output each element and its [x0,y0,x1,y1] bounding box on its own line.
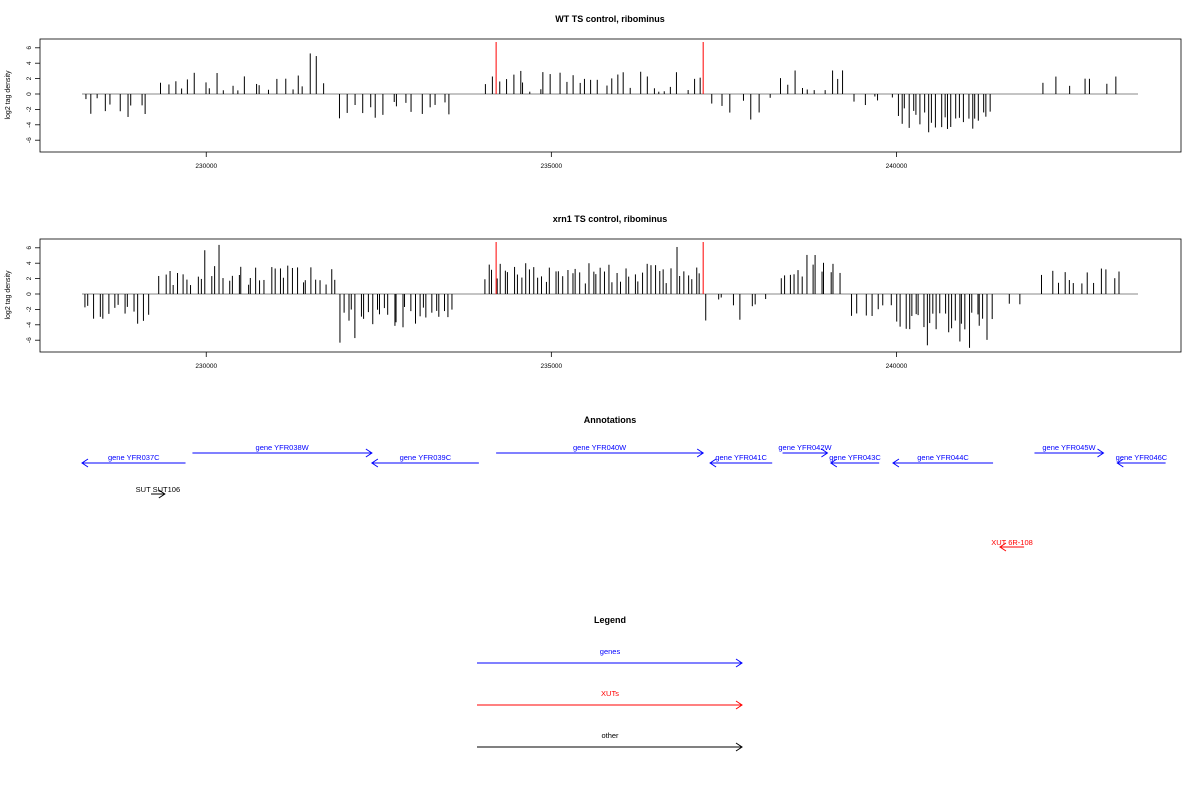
annotation-label: gene YFR037C [108,453,160,462]
annotation-arrowhead [81,458,89,468]
annotation-arrowhead [821,448,829,458]
y-tick-label: 2 [26,276,33,280]
y-tick-label: 2 [26,76,33,80]
annotation-label: gene YFR045W [1042,443,1096,452]
y-tick-label: -6 [26,337,33,343]
annotation-feature: gene YFR046C [1116,453,1168,468]
xrn1-bars [82,242,1138,348]
annotation-arrowhead [365,448,373,458]
annotation-feature: gene YFR042W [778,443,833,458]
annotation-feature: gene YFR043C [829,453,881,468]
annotation-arrowhead [829,458,838,468]
y-tick-label: -4 [26,122,33,128]
legend-item: XUTs [477,689,743,710]
legend-arrowhead [735,658,743,668]
x-tick-label: 235000 [540,163,562,170]
wt-axes: 6 4 2 0 -2 -4 -6 230000 235000 240000 [26,46,908,170]
annotation-arrowhead [892,458,900,468]
y-tick-label: -6 [26,137,33,143]
annotation-label: gene YFR039C [400,453,452,462]
y-tick-label: -2 [26,306,33,312]
annotation-feature: gene YFR044C [892,453,994,468]
annotation-arrowhead [1097,448,1105,458]
wt-y-axis-label: log2 tag density [5,70,12,120]
annotation-arrowhead [158,489,166,499]
legend-item: other [477,731,743,752]
annotation-label: SUT SUT106 [136,485,180,494]
wt-track-panel: WT TS control, ribominus log2 tag densit… [5,14,1182,170]
annotation-feature: gene YFR041C [709,453,773,468]
y-tick-label: 6 [26,246,33,250]
annotation-features: gene YFR037C gene YFR038W gene YFR039C gene… [81,443,1168,552]
annotation-feature: gene YFR039C [370,453,479,468]
annotation-feature: gene YFR045W [1034,443,1105,458]
y-tick-label: 0 [26,92,33,96]
y-tick-label: -4 [26,322,33,328]
x-tick-label: 230000 [195,163,217,170]
annotation-label: gene YFR042W [778,443,832,452]
x-tick-label: 240000 [886,163,908,170]
wt-bars [82,42,1138,133]
legend-arrowhead [735,700,743,710]
xrn1-axes: 6 4 2 0 -2 -4 -6 230000 235000 240000 [26,246,908,370]
annotation-feature: SUT SUT106 [136,485,180,499]
xrn1-track-title: xrn1 TS control, ribominus [553,214,668,224]
x-tick-label: 240000 [886,363,908,370]
annotation-label: gene YFR043C [829,453,881,462]
annotation-arrowhead [370,458,379,468]
annotation-feature: gene YFR040W [496,443,705,458]
xrn1-track-panel: xrn1 TS control, ribominus log2 tag dens… [5,214,1182,370]
annotation-label: gene YFR044C [917,453,969,462]
legend-panel: Legend genes XUTs other [477,615,743,752]
wt-track-title: WT TS control, ribominus [555,14,665,24]
xrn1-y-axis-label: log2 tag density [5,270,12,320]
legend-title: Legend [594,615,626,625]
legend-item: genes [477,647,743,668]
annotations-title: Annotations [584,415,637,425]
annotation-label: gene YFR038W [256,443,310,452]
annotation-feature: gene YFR038W [192,443,373,458]
annotation-arrowhead [999,542,1007,552]
y-tick-label: 4 [26,61,33,65]
annotation-arrowhead [1116,458,1124,468]
x-tick-label: 235000 [540,363,562,370]
legend-label: other [601,731,619,740]
legend-label: XUTs [601,689,619,698]
wt-plot-frame [39,38,1182,153]
y-tick-label: -2 [26,106,33,112]
legend-arrowhead [735,742,743,752]
y-tick-label: 6 [26,46,33,50]
annotation-label: gene YFR041C [715,453,767,462]
y-tick-label: 0 [26,292,33,296]
annotation-label: XUT 6R-108 [991,538,1033,547]
legend-label: genes [600,647,621,656]
x-tick-label: 230000 [195,363,217,370]
legend-items: genes XUTs other [477,647,743,752]
annotation-arrowhead [696,448,705,458]
annotation-label: gene YFR046C [1116,453,1168,462]
y-tick-label: 4 [26,261,33,265]
annotation-feature: XUT 6R-108 [991,538,1033,552]
xrn1-plot-frame [39,238,1182,353]
annotation-label: gene YFR040W [573,443,627,452]
annotation-arrowhead [709,458,717,468]
annotation-feature: gene YFR037C [81,453,186,468]
